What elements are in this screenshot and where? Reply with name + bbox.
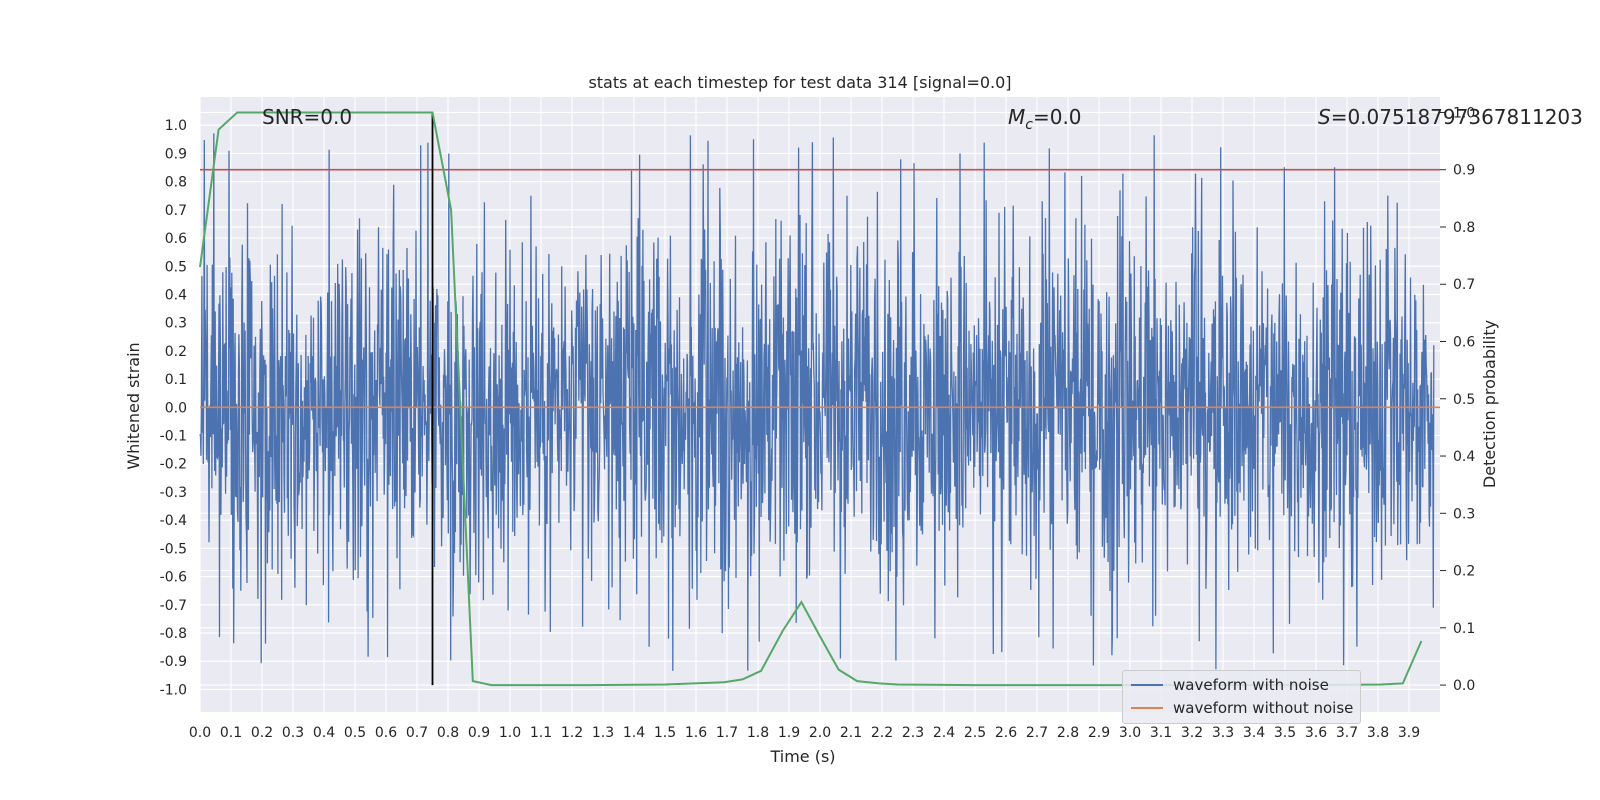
y-tick-label: -0.4	[160, 513, 187, 529]
y-tick-label: 0.5	[165, 259, 187, 275]
x-tick-label: 0.2	[251, 725, 273, 741]
y-tick-label: 0.2	[165, 344, 187, 360]
y2-tick-label: 0.7	[1453, 277, 1475, 293]
mc-symbol: M	[1008, 105, 1025, 129]
y-tick-label: -0.7	[160, 598, 187, 614]
x-tick-label: 0.0	[189, 725, 211, 741]
legend-swatch-clean	[1131, 707, 1163, 709]
y-tick-label: -0.9	[160, 654, 187, 670]
x-tick-label: 1.3	[592, 725, 614, 741]
y2-tick-label: 0.9	[1453, 163, 1475, 179]
y2-tick-label: 1.0	[1453, 105, 1475, 121]
x-tick-label: 3.5	[1274, 725, 1296, 741]
x-tick-label: 0.8	[437, 725, 459, 741]
y-tick-label: 0.1	[165, 372, 187, 388]
x-tick-label: 0.4	[313, 725, 335, 741]
y-tick-label: -0.6	[160, 570, 187, 586]
x-tick-label: 1.6	[685, 725, 707, 741]
x-tick-label: 0.9	[468, 725, 490, 741]
y2-tick-label: 0.3	[1453, 506, 1475, 522]
x-tick-label: 2.0	[809, 725, 831, 741]
mc-value: =0.0	[1033, 105, 1082, 129]
mc-subscript: c	[1025, 117, 1033, 133]
x-tick-label: 3.2	[1181, 725, 1203, 741]
snr-annotation: SNR=0.0	[262, 105, 352, 129]
x-tick-label: 3.8	[1367, 725, 1389, 741]
x-tick-label: 1.5	[654, 725, 676, 741]
mc-annotation: Mc=0.0	[1008, 105, 1082, 133]
x-tick-label: 2.5	[964, 725, 986, 741]
x-tick-label: 3.9	[1398, 725, 1420, 741]
x-tick-label: 3.3	[1212, 725, 1234, 741]
y-tick-label: 0.3	[165, 316, 187, 332]
axes: 0.0 0.1 0.2 0.3 0.4 0.5 0.6 0.7 0.8 0.9 1.0 1.1 1.2 1…	[160, 105, 1476, 741]
x-tick-label: 2.1	[840, 725, 862, 741]
y2-tick-label: 0.4	[1453, 449, 1475, 465]
x-tick-label: 2.2	[871, 725, 893, 741]
x-tick-label: 3.7	[1336, 725, 1358, 741]
x-tick-label: 1.8	[747, 725, 769, 741]
x-tick-label: 1.0	[499, 725, 521, 741]
x-tick-label: 2.4	[933, 725, 955, 741]
waveform-with-noise-line	[199, 133, 1435, 671]
legend-item-noise: waveform with noise	[1131, 674, 1329, 696]
x-tick-label: 0.6	[375, 725, 397, 741]
y2-tick-label: 0.5	[1453, 392, 1475, 408]
x-tick-label: 3.1	[1150, 725, 1172, 741]
y2-axis-label: Detection probability	[1480, 320, 1499, 488]
y2-tick-label: 0.1	[1453, 621, 1475, 637]
legend: waveform with noise waveform without noi…	[1122, 670, 1361, 724]
x-tick-label: 2.9	[1088, 725, 1110, 741]
overlay-lines	[199, 111, 1440, 687]
y2-tick-label: 0.6	[1453, 335, 1475, 351]
chart-title: stats at each timestep for test data 314…	[588, 73, 1011, 92]
y-tick-label: -0.3	[160, 485, 187, 501]
x-tick-label: 2.6	[995, 725, 1017, 741]
y-tick-label: 0.9	[165, 146, 187, 162]
y-tick-label: -0.1	[160, 429, 187, 445]
s-symbol: S	[1318, 105, 1331, 129]
x-tick-label: 0.7	[406, 725, 428, 741]
x-tick-label: 1.2	[561, 725, 583, 741]
y2-tick-label: 0.8	[1453, 220, 1475, 236]
x-tick-label: 2.7	[1026, 725, 1048, 741]
y-tick-label: 0.0	[165, 400, 187, 416]
y-tick-label: -0.2	[160, 457, 187, 473]
y-axis-label: Whitened strain	[124, 342, 143, 469]
y-tick-label: 1.0	[165, 118, 187, 134]
x-tick-label: 1.7	[716, 725, 738, 741]
y2-tick-label: 0.2	[1453, 564, 1475, 580]
y-tick-label: 0.8	[165, 175, 187, 191]
x-tick-label: 1.9	[778, 725, 800, 741]
legend-item-clean: waveform without noise	[1131, 697, 1353, 719]
s-value: =0.07518797367811203	[1331, 105, 1583, 129]
y-tick-label: 0.6	[165, 231, 187, 247]
y-tick-label: -0.8	[160, 626, 187, 642]
y-tick-label: 0.4	[165, 287, 187, 303]
y2-tick-label: 0.0	[1453, 678, 1475, 694]
y-tick-label: 0.7	[165, 203, 187, 219]
x-axis-label: Time (s)	[769, 747, 835, 766]
x-tick-label: 2.8	[1057, 725, 1079, 741]
x-tick-label: 1.4	[623, 725, 645, 741]
s-annotation: S=0.07518797367811203	[1318, 105, 1583, 129]
x-tick-label: 2.3	[902, 725, 924, 741]
x-tick-label: 0.3	[282, 725, 304, 741]
x-tick-label: 3.4	[1243, 725, 1265, 741]
x-tick-label: 1.1	[530, 725, 552, 741]
x-tick-label: 3.6	[1305, 725, 1327, 741]
legend-swatch-noise	[1131, 684, 1163, 686]
y-tick-label: -1.0	[160, 682, 187, 698]
detection-probability-line	[199, 111, 1423, 687]
y-tick-label: -0.5	[160, 541, 187, 557]
legend-label-clean: waveform without noise	[1173, 699, 1354, 717]
legend-label-noise: waveform with noise	[1173, 676, 1329, 694]
x-tick-label: 3.0	[1119, 725, 1141, 741]
x-tick-label: 0.5	[344, 725, 366, 741]
x-tick-label: 0.1	[220, 725, 242, 741]
series-waveform-with-noise	[199, 133, 1435, 671]
